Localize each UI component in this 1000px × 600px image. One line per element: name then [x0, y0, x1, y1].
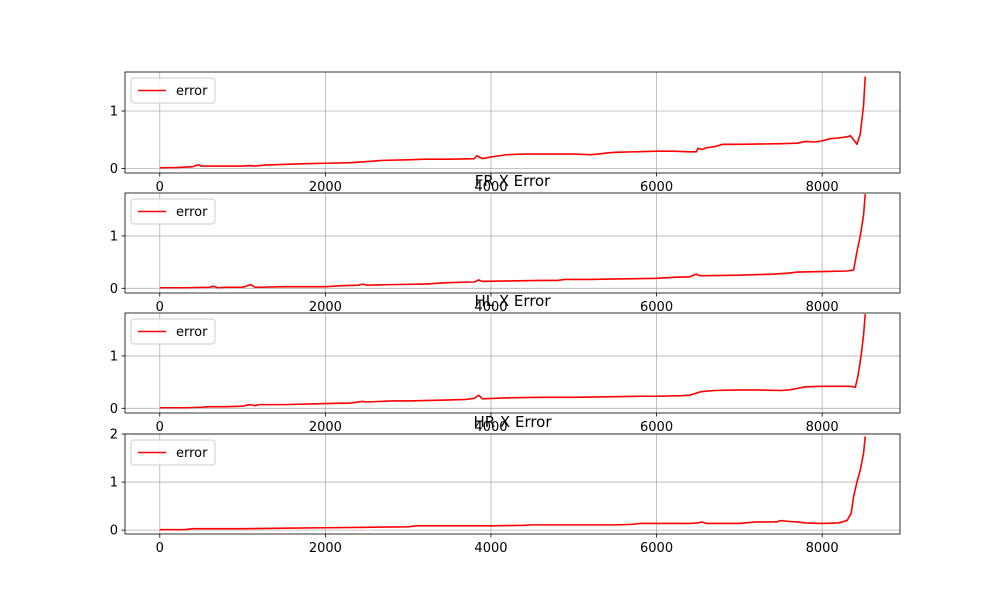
series-line-error [159, 313, 867, 409]
x-tick-label: 2000 [309, 541, 342, 556]
x-tick-label: 6000 [640, 420, 673, 435]
y-tick-label: 0 [110, 524, 118, 539]
x-tick-label: 4000 [474, 541, 507, 556]
subplot-1: 0 2000 4000 6000 8000 0 1 error [110, 71, 901, 195]
x-tick-label: 0 [156, 541, 164, 556]
legend-box [130, 77, 216, 104]
subplot-2: 0 2000 4000 6000 8000 0 1 error [110, 192, 901, 315]
series-line-error [159, 76, 867, 169]
x-tick-label: 4000 [474, 180, 507, 195]
axes-frame [124, 71, 901, 174]
legend: error [130, 439, 216, 466]
x-tick-label: 2000 [309, 300, 342, 315]
y-tick-label: 1 [110, 229, 118, 244]
legend: error [130, 198, 216, 225]
x-tick-label: 4000 [474, 420, 507, 435]
y-tick-label: 1 [110, 476, 118, 491]
x-tick-label: 6000 [640, 541, 673, 556]
legend-box [130, 439, 216, 466]
legend-box [130, 198, 216, 225]
subplot-titles: FR X Error HL X Error HR X Error [473, 172, 552, 431]
x-tick-label: 8000 [806, 180, 839, 195]
axes-frame [124, 433, 901, 535]
x-tick-label: 2000 [309, 180, 342, 195]
legend-box [130, 318, 216, 345]
legend-label: error [176, 205, 208, 220]
legend-label: error [176, 446, 208, 461]
subplot-title: HR X Error [473, 413, 552, 431]
x-tick-label: 2000 [309, 420, 342, 435]
subplot-title: FR X Error [475, 172, 551, 190]
y-tick-label: 1 [110, 105, 118, 120]
y-tick-label: 1 [110, 349, 118, 364]
x-tick-label: 6000 [640, 180, 673, 195]
legend: error [130, 318, 216, 345]
axes-frame [124, 312, 901, 414]
legend-label: error [176, 325, 208, 340]
x-tick-label: 0 [156, 420, 164, 435]
x-tick-label: 0 [156, 180, 164, 195]
x-tick-label: 6000 [640, 300, 673, 315]
y-tick-label: 0 [110, 162, 118, 177]
legend: error [130, 77, 216, 104]
subplot-4: 0 2000 4000 6000 8000 0 1 2 error [110, 428, 901, 556]
subplot-3: 0 2000 4000 6000 8000 0 1 error [110, 312, 901, 435]
x-tick-label: 8000 [806, 420, 839, 435]
x-tick-label: 8000 [806, 541, 839, 556]
subplot-title: HL X Error [474, 292, 551, 310]
series-line-error [159, 193, 867, 289]
y-tick-label: 0 [110, 282, 118, 297]
series-line-error [159, 436, 867, 531]
axes-frame [124, 192, 901, 294]
y-tick-label: 0 [110, 402, 118, 417]
x-tick-label: 0 [156, 300, 164, 315]
x-tick-label: 8000 [806, 300, 839, 315]
legend-label: error [176, 84, 208, 99]
x-tick-label: 4000 [474, 300, 507, 315]
y-tick-label: 2 [110, 428, 118, 443]
